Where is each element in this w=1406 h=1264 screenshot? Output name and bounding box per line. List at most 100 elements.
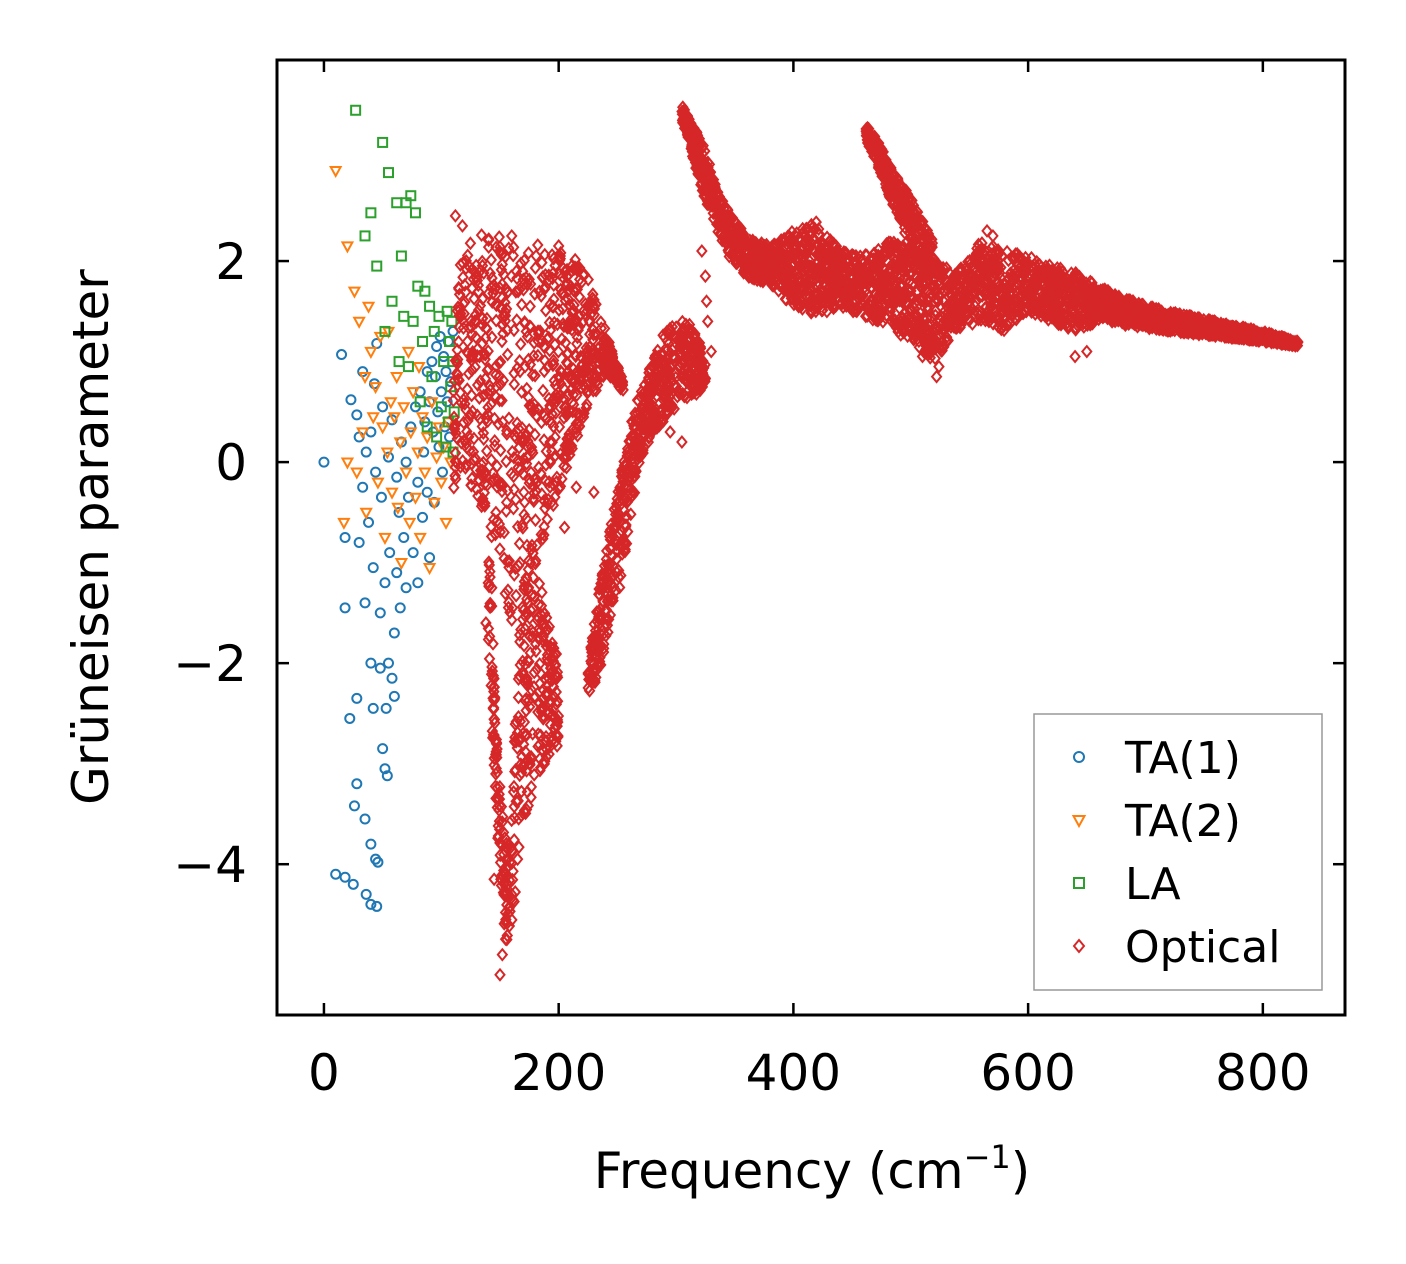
optical-point bbox=[636, 406, 649, 421]
point-ta1 bbox=[421, 486, 433, 498]
optical-point bbox=[611, 491, 624, 506]
point-ta2 bbox=[352, 316, 366, 329]
point-ta2 bbox=[412, 362, 426, 375]
point-ta1 bbox=[344, 712, 356, 724]
optical-point bbox=[858, 271, 870, 286]
optical-point bbox=[581, 397, 593, 412]
optical-point bbox=[621, 441, 634, 456]
optical-point bbox=[454, 309, 467, 324]
point-ta2 bbox=[432, 422, 446, 435]
optical-point bbox=[610, 564, 623, 579]
optical-point bbox=[578, 267, 591, 282]
point-ta1 bbox=[347, 878, 359, 890]
optical-point bbox=[499, 586, 512, 601]
optical-point bbox=[567, 387, 580, 402]
optical-point bbox=[510, 492, 522, 507]
optical-point bbox=[533, 737, 546, 752]
optical-point bbox=[610, 375, 623, 390]
point-la bbox=[441, 305, 453, 317]
optical-point bbox=[546, 435, 558, 450]
point-la bbox=[428, 325, 440, 337]
optical-point bbox=[1115, 309, 1127, 324]
optical-point bbox=[588, 617, 601, 632]
optical-point bbox=[788, 238, 801, 253]
optical-point bbox=[525, 790, 537, 805]
optical-point bbox=[685, 387, 698, 402]
optical-point bbox=[500, 301, 513, 316]
optical-point bbox=[528, 287, 541, 302]
optical-point bbox=[514, 634, 526, 649]
optical-point bbox=[667, 351, 680, 366]
optical-point bbox=[877, 314, 889, 329]
optical-point bbox=[536, 531, 549, 546]
optical-point bbox=[1039, 265, 1052, 280]
optical-point bbox=[529, 513, 542, 528]
optical-point bbox=[625, 429, 638, 444]
optical-point bbox=[452, 280, 465, 295]
optical-point bbox=[547, 357, 560, 371]
point-ta1 bbox=[386, 672, 398, 684]
optical-point bbox=[648, 351, 661, 366]
point-ta1 bbox=[339, 532, 351, 543]
optical-point bbox=[587, 322, 599, 337]
optical-point bbox=[529, 260, 542, 275]
optical-point bbox=[470, 330, 482, 345]
optical-point bbox=[492, 416, 505, 431]
point-ta1 bbox=[405, 421, 417, 433]
point-ta2 bbox=[359, 507, 373, 520]
optical-point bbox=[823, 272, 835, 287]
point-ta1 bbox=[345, 394, 357, 406]
optical-point bbox=[510, 313, 523, 328]
optical-point bbox=[490, 390, 502, 404]
optical-point bbox=[478, 476, 491, 491]
optical-point bbox=[635, 413, 647, 428]
optical-point bbox=[466, 404, 479, 419]
optical-point bbox=[499, 932, 512, 947]
optical-point bbox=[661, 334, 674, 348]
optical-point bbox=[973, 267, 986, 282]
optical-point bbox=[631, 393, 644, 408]
optical-point bbox=[497, 863, 510, 878]
optical-point bbox=[536, 585, 548, 600]
optical-point bbox=[1021, 256, 1034, 271]
optical-point bbox=[1007, 270, 1019, 285]
optical-point bbox=[941, 298, 953, 313]
optical-point bbox=[514, 658, 527, 673]
optical-point bbox=[499, 249, 512, 264]
optical-point bbox=[1069, 265, 1082, 280]
optical-point bbox=[479, 330, 492, 345]
optical-point bbox=[532, 327, 545, 342]
point-ta2 bbox=[329, 165, 343, 179]
optical-point bbox=[539, 501, 551, 516]
optical-point bbox=[582, 680, 595, 695]
optical-point bbox=[549, 378, 562, 393]
optical-point bbox=[582, 383, 594, 398]
optical-point bbox=[510, 430, 522, 445]
optical-point bbox=[457, 296, 470, 311]
point-ta1 bbox=[375, 491, 387, 503]
optical-point bbox=[604, 589, 616, 604]
point-ta1 bbox=[388, 627, 400, 639]
optical-point bbox=[540, 412, 553, 427]
optical-point bbox=[480, 444, 493, 458]
optical-point bbox=[935, 309, 948, 324]
point-ta2 bbox=[399, 467, 413, 480]
point-ta1 bbox=[336, 349, 348, 361]
point-ta2 bbox=[404, 427, 418, 440]
optical-point bbox=[468, 431, 480, 446]
point-ta1 bbox=[380, 702, 392, 714]
optical-point bbox=[503, 855, 516, 870]
optical-point bbox=[558, 319, 570, 334]
optical-point bbox=[472, 284, 485, 299]
optical-point bbox=[633, 450, 645, 465]
optical-point bbox=[496, 277, 508, 292]
point-ta1 bbox=[436, 466, 448, 478]
point-la bbox=[417, 335, 429, 347]
point-ta1 bbox=[412, 476, 424, 488]
optical-point bbox=[513, 840, 525, 855]
optical-point bbox=[810, 266, 822, 281]
optical-point bbox=[447, 480, 460, 495]
optical-point bbox=[519, 622, 532, 637]
optical-point bbox=[532, 610, 544, 625]
optical-point bbox=[604, 557, 616, 572]
